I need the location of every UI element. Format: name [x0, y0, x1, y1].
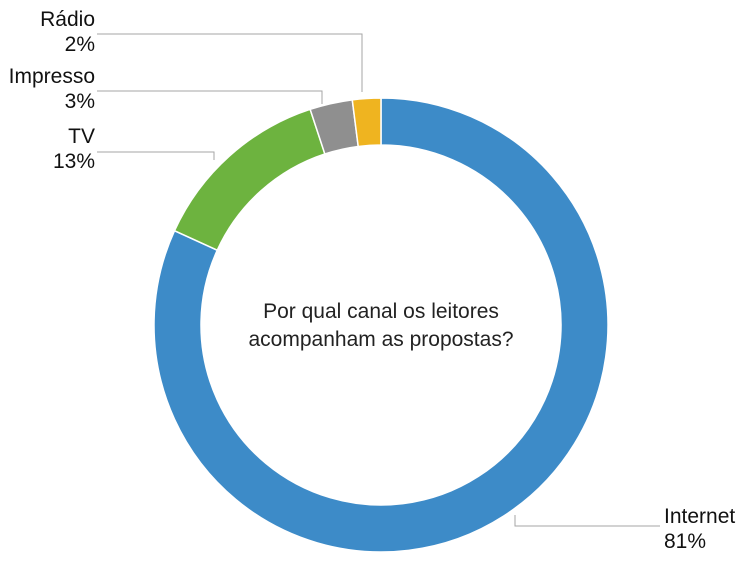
leader-line-tv	[97, 151, 215, 160]
slice-value-tv: 13%	[53, 150, 95, 173]
slice-value-radio: 2%	[65, 33, 95, 56]
slice-label-radio: Rádio	[40, 8, 95, 31]
slice-labels: Rádio 2% Impresso 3% TV 13% Internet 81%	[9, 8, 736, 553]
slice-label-impresso: Impresso	[9, 65, 95, 88]
slice-internet	[153, 97, 609, 553]
slice-tv	[173, 108, 326, 252]
donut-slices	[153, 97, 609, 553]
donut-center-title: Por qual canal os leitores acompanham as…	[249, 300, 514, 351]
leader-line-impresso	[97, 90, 323, 104]
leader-lines	[97, 33, 660, 527]
slice-label-internet: Internet	[664, 505, 735, 528]
leader-line-internet	[514, 515, 660, 527]
slice-radio	[351, 97, 382, 148]
center-title-line-1: Por qual canal os leitores	[263, 300, 499, 323]
center-title-line-2: acompanham as propostas?	[249, 328, 514, 351]
slice-label-tv: TV	[68, 125, 95, 148]
leader-line-radio	[97, 33, 363, 92]
slice-value-impresso: 3%	[65, 90, 95, 113]
slice-value-internet: 81%	[664, 530, 706, 553]
